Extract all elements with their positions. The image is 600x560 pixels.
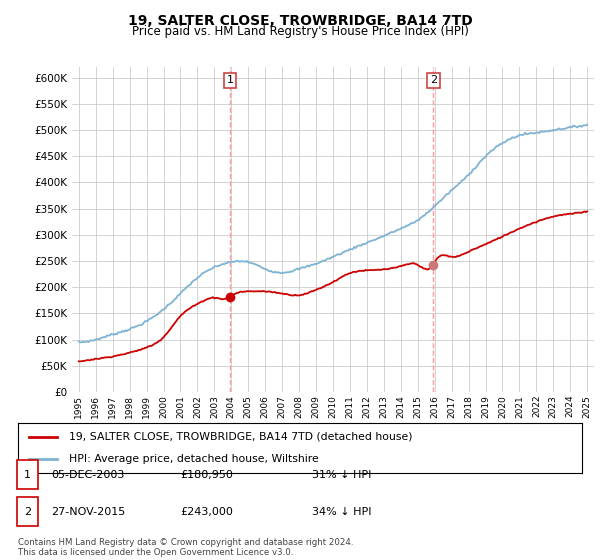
Text: 31% ↓ HPI: 31% ↓ HPI <box>312 470 371 480</box>
Text: 27-NOV-2015: 27-NOV-2015 <box>51 507 125 517</box>
Text: £180,950: £180,950 <box>180 470 233 480</box>
Text: 34% ↓ HPI: 34% ↓ HPI <box>312 507 371 517</box>
Text: 1: 1 <box>24 470 31 480</box>
Text: 2: 2 <box>24 507 31 517</box>
Text: 19, SALTER CLOSE, TROWBRIDGE, BA14 7TD (detached house): 19, SALTER CLOSE, TROWBRIDGE, BA14 7TD (… <box>69 432 412 442</box>
Text: Contains HM Land Registry data © Crown copyright and database right 2024.
This d: Contains HM Land Registry data © Crown c… <box>18 538 353 557</box>
Text: 05-DEC-2003: 05-DEC-2003 <box>51 470 124 480</box>
Text: 19, SALTER CLOSE, TROWBRIDGE, BA14 7TD: 19, SALTER CLOSE, TROWBRIDGE, BA14 7TD <box>128 14 472 28</box>
Text: HPI: Average price, detached house, Wiltshire: HPI: Average price, detached house, Wilt… <box>69 454 319 464</box>
Text: Price paid vs. HM Land Registry's House Price Index (HPI): Price paid vs. HM Land Registry's House … <box>131 25 469 38</box>
Text: 1: 1 <box>226 75 233 85</box>
Text: 2: 2 <box>430 75 437 85</box>
Text: £243,000: £243,000 <box>180 507 233 517</box>
